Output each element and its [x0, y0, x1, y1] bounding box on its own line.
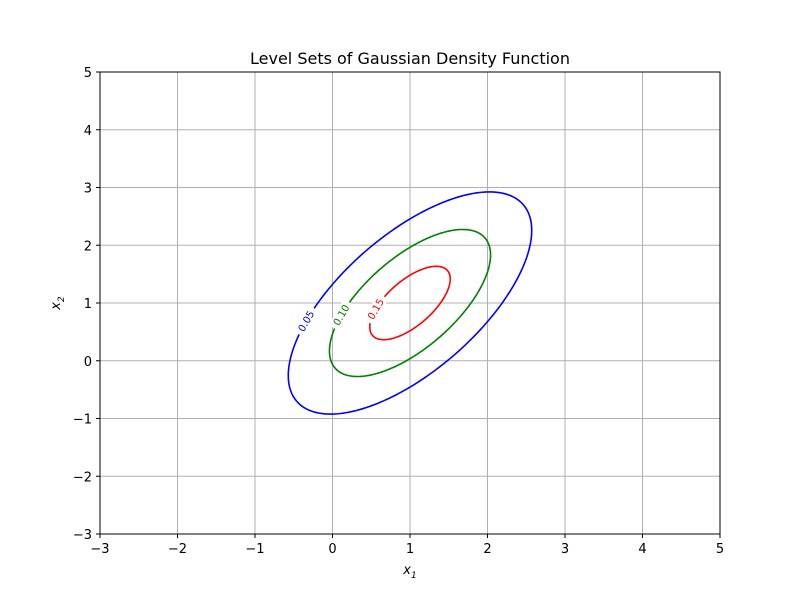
x-axis-label-sub: 1 — [411, 571, 417, 581]
contour-line-0-15 — [368, 265, 452, 341]
x-axis-ticks: −3 −2 −1 0 1 2 3 4 5 — [90, 534, 724, 557]
y-axis-ticks: −3 −2 −1 0 1 2 3 4 5 — [73, 66, 100, 543]
contour-label-0-10: 0.10 — [332, 303, 353, 328]
contour-labels: 0.05 0.10 0.15 — [293, 292, 389, 338]
y-tick-label: 1 — [84, 297, 92, 312]
y-tick-label: −3 — [73, 528, 92, 543]
x-tick-label: 4 — [638, 542, 646, 557]
x-tick-label: 0 — [328, 542, 336, 557]
x-tick-label: −1 — [245, 542, 264, 557]
x-tick-label: −3 — [90, 542, 109, 557]
y-tick-label: −1 — [73, 413, 92, 428]
x-axis-label: x1 — [402, 563, 416, 581]
y-axis-label: x2 — [49, 296, 67, 311]
x-tick-label: −2 — [168, 542, 187, 557]
contour-label-0-05: 0.05 — [297, 309, 318, 334]
grid-lines — [99, 71, 721, 535]
y-tick-label: 4 — [84, 124, 92, 139]
y-tick-label: 3 — [84, 182, 92, 197]
y-axis-label-base: x — [49, 302, 64, 311]
y-axis-label-sub: 2 — [57, 296, 67, 302]
contour-label-background — [293, 305, 319, 338]
y-tick-label: 0 — [84, 355, 92, 370]
y-tick-label: −2 — [73, 470, 92, 485]
x-tick-label: 5 — [716, 542, 724, 557]
contour-line-0-10 — [328, 228, 492, 378]
contour-lines — [287, 191, 533, 415]
contour-label-background — [362, 292, 389, 325]
y-tick-label: 2 — [84, 239, 92, 254]
x-tick-label: 1 — [406, 542, 414, 557]
x-tick-label: 2 — [483, 542, 491, 557]
y-tick-label: 5 — [84, 66, 92, 81]
x-tick-label: 3 — [561, 542, 569, 557]
contour-label-0-15: 0.15 — [366, 297, 387, 322]
x-axis-label-base: x — [402, 563, 411, 578]
contour-label-background — [328, 298, 354, 331]
chart-title: Level Sets of Gaussian Density Function — [250, 49, 570, 68]
contour-line-0-05 — [287, 191, 533, 415]
